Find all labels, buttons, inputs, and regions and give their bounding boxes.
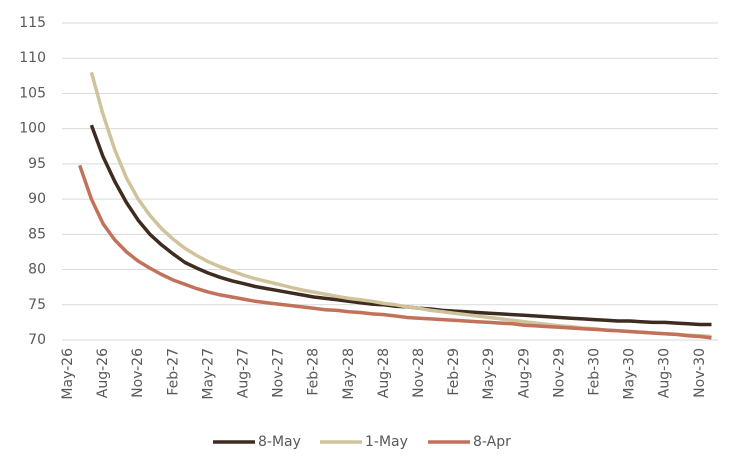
x-tick-label: Aug-26 xyxy=(95,348,111,398)
y-tick-label: 75 xyxy=(28,297,46,313)
x-tick-label: May-27 xyxy=(200,348,216,400)
x-tick-label: May-30 xyxy=(622,348,638,400)
y-tick-label: 100 xyxy=(19,121,46,137)
x-tick-label: Aug-29 xyxy=(516,348,532,398)
series-line xyxy=(89,124,712,327)
x-tick-label: Aug-27 xyxy=(236,348,252,398)
y-tick-label: 90 xyxy=(28,191,46,207)
x-tick-label: Feb-28 xyxy=(306,348,322,396)
x-tick-label: Feb-27 xyxy=(165,348,181,396)
y-tick-label: 110 xyxy=(19,50,46,66)
series-line xyxy=(89,71,712,339)
y-tick-label: 80 xyxy=(28,262,46,278)
x-tick-label: Aug-30 xyxy=(657,348,673,398)
x-tick-label: Feb-29 xyxy=(446,348,462,396)
legend-label: 8-Apr xyxy=(473,434,511,450)
x-tick-label: Aug-28 xyxy=(376,348,392,398)
y-tick-label: 95 xyxy=(28,156,46,172)
legend-label: 8-May xyxy=(258,434,301,450)
x-tick-label: Nov-30 xyxy=(692,348,708,398)
y-tick-label: 115 xyxy=(19,15,46,31)
x-tick-label: Nov-28 xyxy=(411,348,427,398)
x-tick-label: Nov-27 xyxy=(271,348,287,398)
x-tick-label: May-29 xyxy=(481,348,497,400)
y-tick-label: 85 xyxy=(28,226,46,242)
x-tick-label: May-26 xyxy=(60,348,76,400)
series-line xyxy=(78,164,712,340)
y-tick-label: 70 xyxy=(28,332,46,348)
x-tick-label: Nov-26 xyxy=(130,348,146,398)
x-tick-label: Nov-29 xyxy=(551,348,567,398)
x-tick-label: Feb-30 xyxy=(587,348,603,396)
y-tick-label: 105 xyxy=(19,85,46,101)
legend-label: 1-May xyxy=(365,434,408,450)
x-tick-label: May-28 xyxy=(341,348,357,400)
